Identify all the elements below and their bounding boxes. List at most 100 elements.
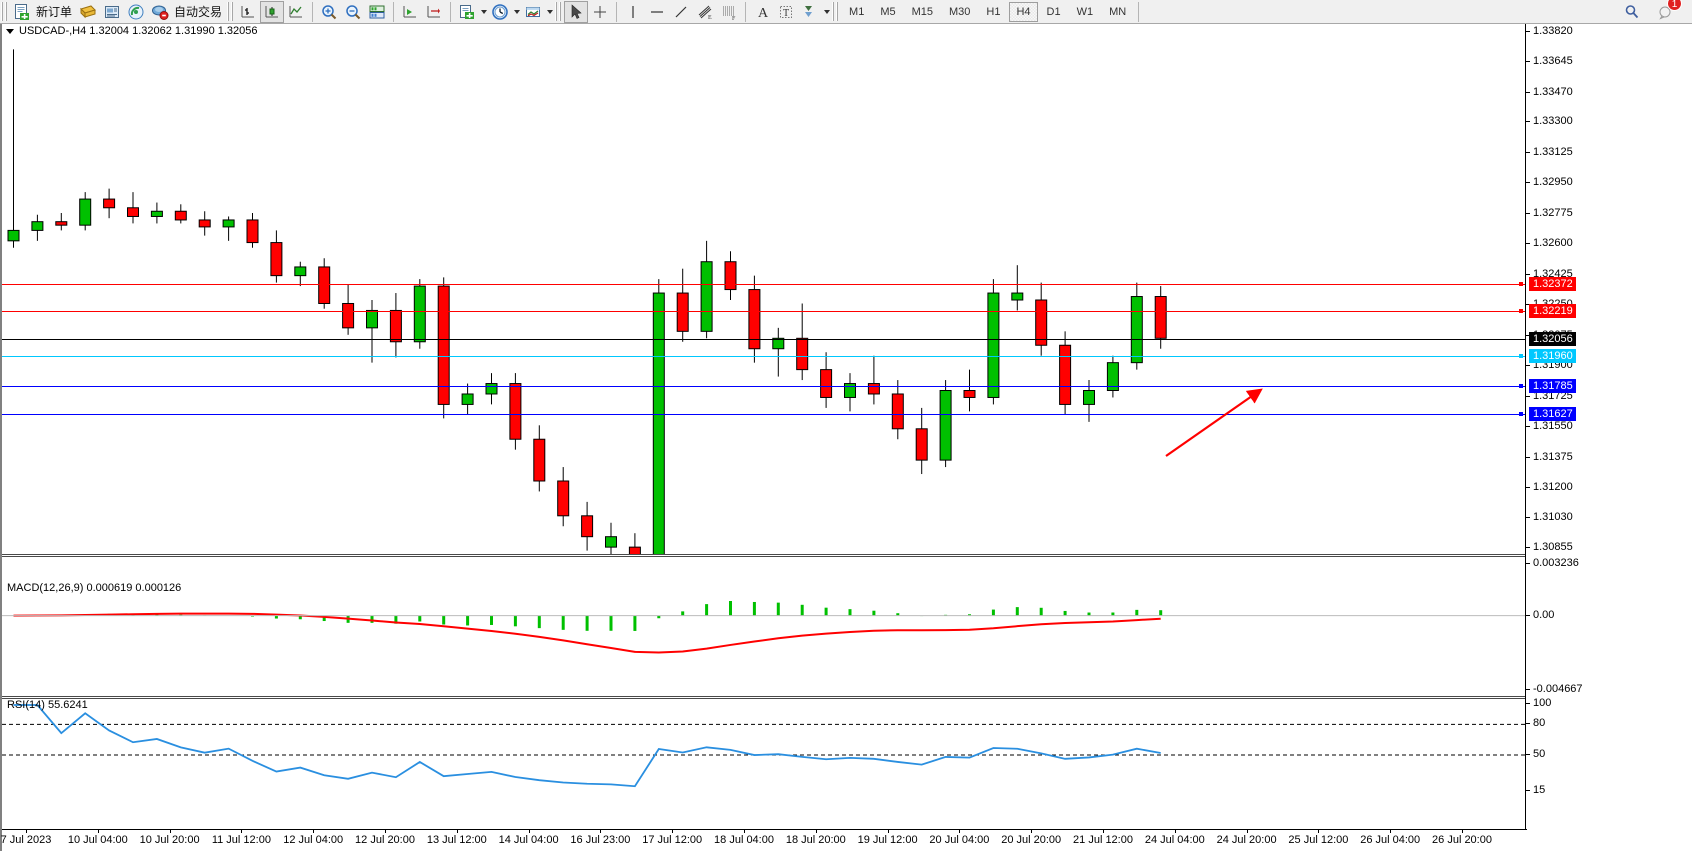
- macd-signal-line: [13, 612, 1161, 654]
- new-order-icon[interactable]: [10, 1, 34, 23]
- time-tick: [456, 830, 458, 833]
- time-label: 26 Jul 20:00: [1432, 834, 1492, 846]
- templates-icon[interactable]: [521, 1, 545, 23]
- search-icon[interactable]: [1620, 1, 1644, 23]
- svg-text:T: T: [783, 8, 789, 19]
- candle: [150, 202, 163, 224]
- timeframe-m30[interactable]: M30: [949, 5, 971, 18]
- candle: [915, 407, 928, 475]
- line-chart-icon[interactable]: [284, 1, 308, 23]
- auto-scroll-icon[interactable]: [422, 1, 446, 23]
- pane-separator-price-macd[interactable]: [2, 554, 1527, 557]
- chart-title: USDCAD-,H4 1.32004 1.32062 1.31990 1.320…: [19, 25, 258, 37]
- period-dropdown-caret[interactable]: [512, 2, 521, 22]
- price-box-cyan-level[interactable]: 1.31960: [1529, 348, 1576, 363]
- trendline-icon[interactable]: [669, 1, 693, 23]
- crosshair-icon[interactable]: [588, 1, 612, 23]
- shapes-dropdown-caret[interactable]: [822, 2, 831, 22]
- candle: [724, 251, 737, 301]
- text-icon[interactable]: A: [750, 1, 774, 23]
- level-line-cyan-level[interactable]: [2, 355, 1527, 357]
- toolbar-grip-periods[interactable]: [832, 2, 840, 21]
- autotrading-label[interactable]: 自动交易: [174, 5, 223, 19]
- pane-separator-macd-rsi[interactable]: [2, 696, 1527, 699]
- toolbar-grip-standard[interactable]: [1, 2, 8, 21]
- wallet-icon[interactable]: [76, 1, 100, 23]
- toolbar-right-group: 1: [1620, 0, 1692, 23]
- time-label: 10 Jul 04:00: [67, 834, 128, 846]
- candle: [772, 327, 785, 377]
- price-box-resistance-2[interactable]: 1.32219: [1529, 303, 1576, 318]
- candle: [174, 204, 187, 224]
- timeframe-m1[interactable]: M1: [849, 5, 865, 18]
- new-order-label[interactable]: 新订单: [36, 5, 73, 19]
- candlestick-plot: [7, 49, 1167, 554]
- candle: [963, 369, 976, 412]
- shapes-icon[interactable]: [798, 1, 822, 23]
- price-box-current-price[interactable]: 1.32056: [1529, 331, 1576, 346]
- period-icon[interactable]: [488, 1, 512, 23]
- alerts-icon[interactable]: 1: [1654, 0, 1682, 23]
- indicators-dropdown-caret[interactable]: [479, 2, 488, 22]
- rsi-pane[interactable]: [2, 700, 1527, 813]
- candle: [867, 355, 880, 405]
- candle: [1059, 331, 1072, 415]
- templates-dropdown-caret[interactable]: [545, 2, 554, 22]
- tile-windows-icon[interactable]: [365, 1, 389, 23]
- vertical-line-icon[interactable]: [621, 1, 645, 23]
- macd-pane[interactable]: [2, 558, 1527, 700]
- zoom-in-icon[interactable]: [317, 1, 341, 23]
- fibonacci-icon[interactable]: F: [717, 1, 741, 23]
- rsi-line: [13, 704, 1161, 788]
- level-line-support-1[interactable]: [2, 386, 1527, 388]
- toolbar-separator-4: [616, 1, 618, 22]
- horizontal-line-icon[interactable]: [645, 1, 669, 23]
- time-tick: [169, 830, 171, 833]
- text-label-icon[interactable]: T: [774, 1, 798, 23]
- signals-icon[interactable]: [124, 1, 148, 23]
- autotrading-icon[interactable]: [148, 1, 172, 23]
- timeframe-m15[interactable]: M15: [911, 5, 933, 18]
- bar-chart-icon[interactable]: [236, 1, 260, 23]
- candle: [820, 352, 833, 408]
- timeframe-h1[interactable]: H1: [986, 5, 1001, 18]
- time-label: 7 Jul 2023: [0, 834, 52, 846]
- indicators-icon[interactable]: [455, 1, 479, 23]
- news-icon[interactable]: [100, 1, 124, 23]
- chart-menu-caret-icon[interactable]: [6, 28, 14, 34]
- candle: [342, 284, 355, 335]
- price-box-support-1[interactable]: 1.31785: [1529, 379, 1576, 394]
- candle: [652, 279, 665, 554]
- toolbar-grip-charts[interactable]: [227, 2, 235, 21]
- timeframe-m5[interactable]: M5: [880, 5, 896, 18]
- chart-window[interactable]: USDCAD-,H4 1.32004 1.32062 1.31990 1.320…: [0, 24, 1692, 851]
- toolbar-grip-tools[interactable]: [555, 2, 563, 21]
- price-box-resistance-1[interactable]: 1.32372: [1529, 276, 1576, 291]
- toolbar-separator-2: [393, 1, 395, 22]
- candle: [318, 258, 331, 309]
- time-axis[interactable]: 7 Jul 2023 10 Jul 04:00 10 Jul 20:00 11 Jul…: [0, 829, 1527, 851]
- candlestick-icon[interactable]: [260, 0, 285, 23]
- time-label: 12 Jul 04:00: [283, 834, 344, 846]
- toolbar-separator-5: [745, 1, 747, 22]
- level-line-current-price[interactable]: [2, 338, 1527, 340]
- chart-shift-icon[interactable]: [398, 1, 422, 23]
- price-scale[interactable]: 1.33820 1.33645 1.33470 1.33300 1.33125 1.329…: [1525, 24, 1692, 851]
- time-label: 20 Jul 04:00: [929, 834, 990, 846]
- timeframe-d1[interactable]: D1: [1046, 5, 1061, 18]
- price-box-support-2[interactable]: 1.31627: [1529, 406, 1576, 421]
- zoom-out-icon[interactable]: [341, 1, 365, 23]
- level-line-resistance-1[interactable]: [2, 283, 1527, 285]
- timeframe-mn[interactable]: MN: [1109, 5, 1127, 18]
- time-label: 24 Jul 04:00: [1144, 834, 1205, 846]
- level-line-resistance-2[interactable]: [2, 310, 1527, 312]
- cursor-icon[interactable]: [564, 0, 589, 23]
- timeframe-h4[interactable]: H4: [1009, 1, 1038, 22]
- price-pane[interactable]: [2, 24, 1527, 554]
- time-tick: [744, 830, 745, 833]
- timeframe-w1[interactable]: W1: [1076, 5, 1094, 18]
- time-tick: [815, 830, 817, 833]
- equidistant-channel-icon[interactable]: E: [693, 1, 717, 23]
- candle: [1035, 282, 1048, 356]
- level-line-support-2[interactable]: [2, 413, 1527, 415]
